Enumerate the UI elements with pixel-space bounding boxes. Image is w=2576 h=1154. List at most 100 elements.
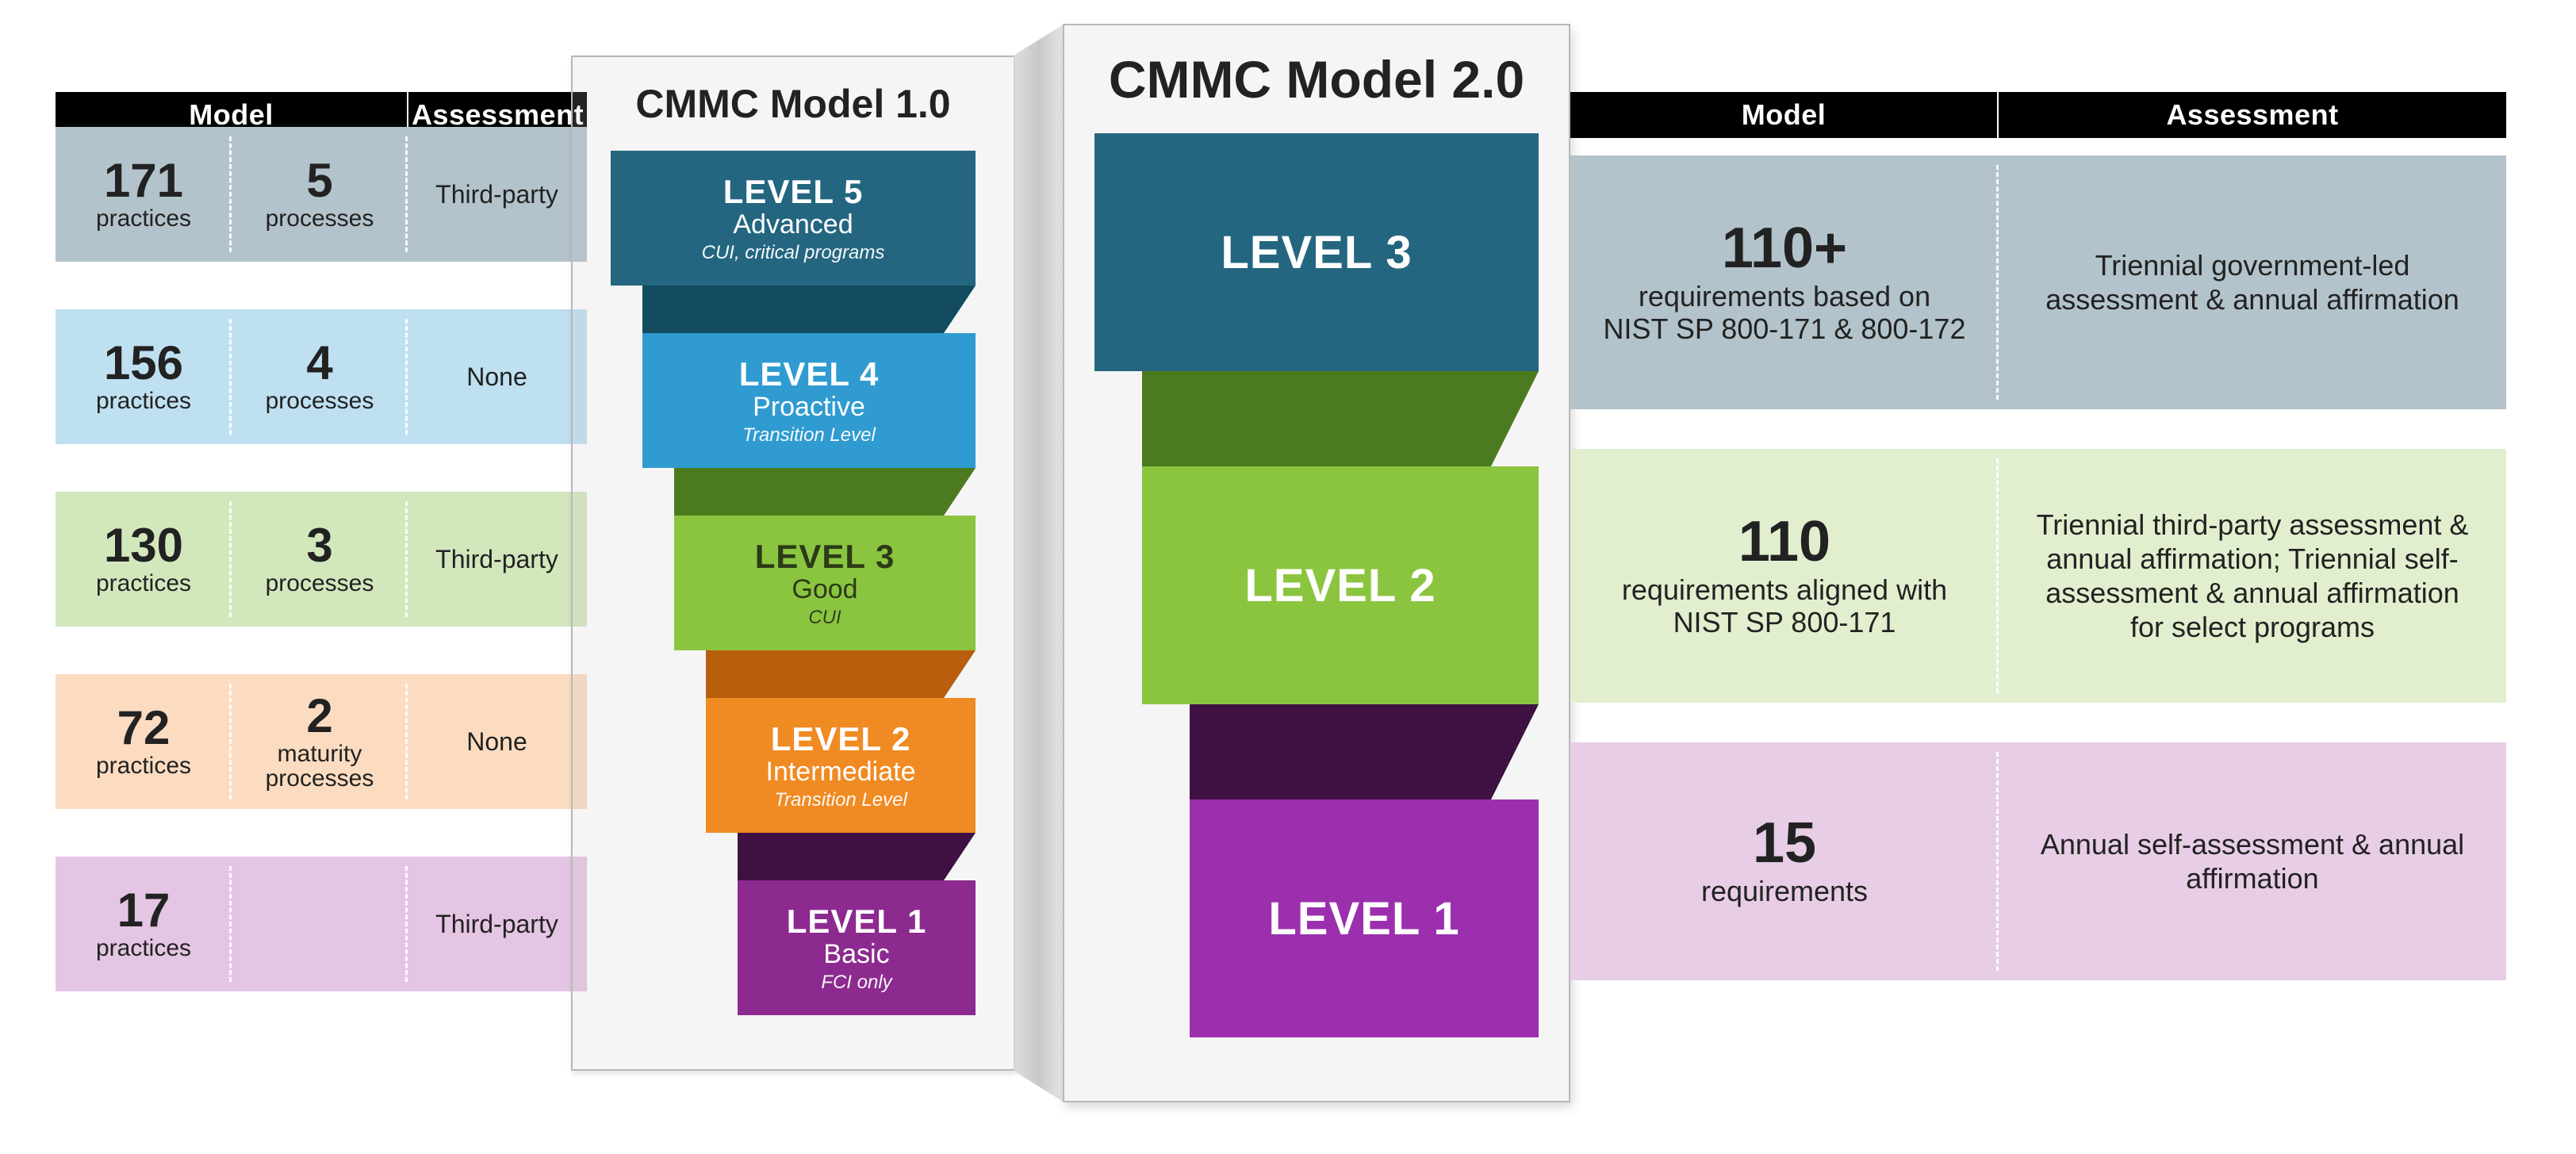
assessment-text: None	[466, 362, 527, 392]
processes-count: 5	[306, 157, 332, 205]
step-level: LEVEL 2	[1244, 559, 1436, 612]
processes-count: 2	[306, 692, 332, 740]
right-header-assessment: Assessment	[1999, 92, 2506, 138]
ladder2-connector	[1142, 371, 1539, 466]
processes-cell	[232, 857, 408, 991]
practices-cell: 130practices	[56, 492, 232, 627]
practices-count: 17	[117, 887, 171, 934]
processes-unit: maturityprocesses	[266, 742, 374, 792]
processes-unit: processes	[266, 389, 374, 414]
left-row-2: 72practices2maturityprocessesNone	[56, 674, 587, 809]
step-sub: CUI, critical programs	[702, 242, 885, 264]
assessment-text: Third-party	[435, 910, 558, 939]
assessment-text: Triennial third-party assessment & annua…	[2030, 508, 2474, 645]
practices-unit: practices	[96, 936, 191, 961]
step-name: Intermediate	[766, 757, 916, 788]
ladder1-step-5: LEVEL 5AdvancedCUI, critical programs	[611, 151, 976, 286]
assessment-cell: Third-party	[408, 492, 586, 627]
assessment-cell: Third-party	[408, 127, 586, 262]
right-assessment-cell: Annual self-assessment & annual affirmat…	[1999, 742, 2506, 980]
requirement-desc: requirements	[1701, 875, 1868, 907]
ladder2-step-3: LEVEL 3	[1094, 133, 1539, 371]
assessment-text: None	[466, 727, 527, 757]
requirement-count: 110+	[1722, 220, 1847, 277]
cmmc-1-panel: CMMC Model 1.0 LEVEL 5AdvancedCUI, criti…	[571, 56, 1015, 1071]
left-table: 171practices5processesThird-party156prac…	[56, 127, 587, 1039]
left-row-3: 130practices3processesThird-party	[56, 492, 587, 627]
step-name: Basic	[823, 939, 889, 970]
step-sub: CUI	[808, 607, 841, 629]
ladder2-connector	[1190, 704, 1539, 799]
ladder1-step-1: LEVEL 1BasicFCI only	[738, 880, 976, 1015]
assessment-text: Annual self-assessment & annual affirmat…	[2030, 827, 2474, 895]
practices-unit: practices	[96, 753, 191, 779]
right-model-cell: 15requirements	[1570, 742, 1999, 980]
left-row-5: 171practices5processesThird-party	[56, 127, 587, 262]
processes-unit: processes	[266, 571, 374, 596]
practices-cell: 72practices	[56, 674, 232, 809]
ladder1-connector	[674, 468, 976, 516]
step-sub: Transition Level	[774, 789, 907, 811]
left-row-4: 156practices4processesNone	[56, 309, 587, 444]
assessment-cell: None	[408, 674, 586, 809]
practices-cell: 17practices	[56, 857, 232, 991]
processes-cell: 2maturityprocesses	[232, 674, 408, 809]
step-sub: Transition Level	[742, 424, 876, 447]
requirement-count: 15	[1753, 815, 1816, 872]
cmmc-2-panel: CMMC Model 2.0 LEVEL 3 LEVEL 2 LEVEL 1	[1063, 24, 1570, 1102]
left-row-1: 17practices Third-party	[56, 857, 587, 991]
practices-unit: practices	[96, 389, 191, 414]
practices-count: 156	[104, 339, 183, 387]
practices-cell: 171practices	[56, 127, 232, 262]
ladder1-connector	[738, 833, 976, 880]
ladder1-connector	[642, 286, 976, 333]
assessment-text: Third-party	[435, 180, 558, 209]
practices-unit: practices	[96, 571, 191, 596]
right-model-cell: 110+requirements based on NIST SP 800-17…	[1570, 155, 1999, 409]
step-name: Proactive	[753, 392, 865, 423]
processes-count: 4	[306, 339, 332, 387]
ladder2-step-2: LEVEL 2	[1142, 466, 1539, 704]
step-level: LEVEL 4	[739, 355, 880, 393]
cmmc-2-ladder: LEVEL 3 LEVEL 2 LEVEL 1	[1094, 133, 1539, 1077]
requirement-desc: requirements based on NIST SP 800-171 & …	[1602, 280, 1967, 346]
processes-unit: processes	[266, 206, 374, 232]
cmmc-2-title: CMMC Model 2.0	[1064, 49, 1569, 109]
requirement-desc: requirements aligned with NIST SP 800-17…	[1602, 573, 1967, 639]
cmmc-1-title: CMMC Model 1.0	[573, 81, 1014, 127]
ladder1-step-4: LEVEL 4ProactiveTransition Level	[642, 333, 976, 468]
ladder1-connector	[706, 650, 976, 698]
cmmc-1-ladder: LEVEL 5AdvancedCUI, critical programsLEV…	[611, 151, 976, 1055]
ladder1-step-3: LEVEL 3GoodCUI	[674, 516, 976, 650]
panel-fold	[1014, 24, 1064, 1102]
assessment-cell: None	[408, 309, 586, 444]
step-level: LEVEL 3	[755, 538, 895, 576]
assessment-text: Triennial government-led assessment & an…	[2030, 248, 2474, 316]
assessment-text: Third-party	[435, 545, 558, 574]
practices-count: 171	[104, 157, 183, 205]
right-row-3: 110+requirements based on NIST SP 800-17…	[1570, 155, 2506, 409]
practices-count: 130	[104, 522, 183, 569]
right-header-model: Model	[1570, 92, 1999, 138]
processes-cell: 5processes	[232, 127, 408, 262]
practices-count: 72	[117, 704, 171, 752]
step-level: LEVEL 1	[787, 903, 927, 941]
right-table-header: Model Assessment	[1570, 92, 2506, 138]
right-row-2: 110requirements aligned with NIST SP 800…	[1570, 449, 2506, 703]
right-assessment-cell: Triennial third-party assessment & annua…	[1999, 449, 2506, 703]
step-level: LEVEL 1	[1268, 892, 1459, 945]
processes-cell: 4processes	[232, 309, 408, 444]
processes-count: 3	[306, 522, 332, 569]
assessment-cell: Third-party	[408, 857, 586, 991]
step-name: Good	[792, 574, 857, 605]
cmmc-comparison-infographic: Model Assessment 171practices5processesT…	[0, 0, 2576, 1154]
right-row-1: 15requirements Annual self-assessment & a…	[1570, 742, 2506, 980]
practices-unit: practices	[96, 206, 191, 232]
step-level: LEVEL 3	[1221, 226, 1412, 279]
requirement-count: 110	[1738, 513, 1830, 570]
right-table: 110+requirements based on NIST SP 800-17…	[1570, 155, 2506, 1020]
practices-cell: 156practices	[56, 309, 232, 444]
processes-cell: 3processes	[232, 492, 408, 627]
step-name: Advanced	[733, 209, 853, 240]
step-level: LEVEL 5	[723, 173, 864, 211]
